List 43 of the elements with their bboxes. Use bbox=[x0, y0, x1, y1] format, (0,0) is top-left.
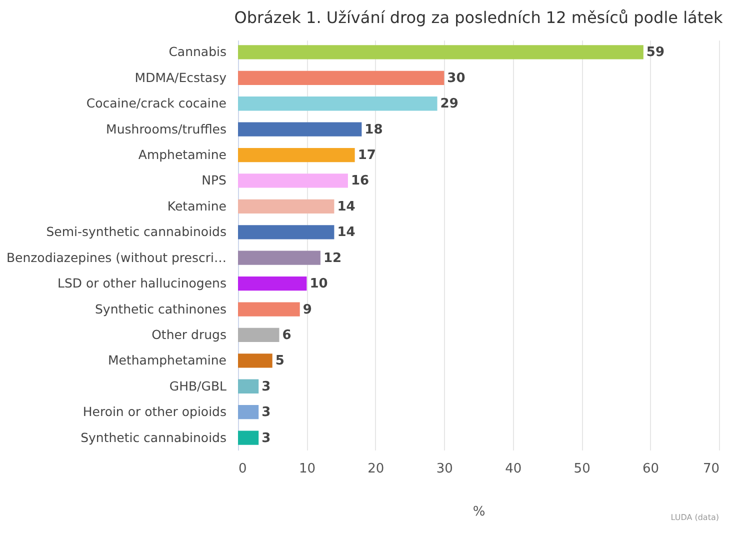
data-label: 12 bbox=[323, 250, 342, 266]
y-tick-label: Benzodiazepines (without prescri… bbox=[6, 250, 226, 265]
y-tick-label: Cocaine/crack cocaine bbox=[86, 96, 227, 111]
x-axis-title: % bbox=[472, 504, 486, 520]
y-tick-label: LSD or other hallucinogens bbox=[58, 276, 226, 291]
x-tick-label: 40 bbox=[505, 462, 522, 476]
y-tick-label: Mushrooms/truffles bbox=[106, 121, 226, 136]
x-tick-label: 60 bbox=[642, 462, 660, 476]
data-label: 29 bbox=[440, 96, 458, 112]
data-label: 3 bbox=[262, 405, 271, 420]
x-tick-label: 0 bbox=[238, 462, 247, 476]
data-label: 16 bbox=[350, 174, 370, 189]
data-label: 14 bbox=[337, 225, 356, 240]
data-label: 18 bbox=[364, 122, 383, 138]
y-tick-label: GHB/GBL bbox=[169, 378, 227, 394]
data-label: 9 bbox=[302, 302, 312, 318]
y-tick-label: Synthetic cathinones bbox=[94, 301, 226, 316]
data-label: 5 bbox=[275, 354, 284, 369]
x-tick-label: 50 bbox=[574, 462, 590, 476]
y-tick-label: Ketamine bbox=[167, 198, 227, 214]
y-tick-label: Other drugs bbox=[152, 326, 226, 342]
x-tick-label: 70 bbox=[702, 462, 720, 476]
y-tick-label: Amphetamine bbox=[138, 147, 227, 162]
y-tick-label: NPS bbox=[202, 172, 227, 188]
data-label: 10 bbox=[310, 276, 328, 292]
chart-title: Obrázek 1. Užívání drog za posledních 12 měsíců podle látek bbox=[234, 8, 724, 27]
x-tick-label: 30 bbox=[436, 462, 453, 476]
x-tick-label: 20 bbox=[368, 462, 384, 476]
data-label: 30 bbox=[447, 70, 466, 86]
data-label: 3 bbox=[262, 379, 271, 394]
y-tick-label: Methamphetamine bbox=[108, 352, 227, 368]
y-tick-label: Heroin or other opioids bbox=[82, 404, 226, 420]
text: LUDA (data) bbox=[670, 513, 719, 522]
data-label: 59 bbox=[646, 45, 665, 60]
y-tick-label: MDMA/Ecstasy bbox=[134, 70, 228, 85]
y-tick-label: Cannabis bbox=[168, 44, 226, 60]
data-label: 17 bbox=[358, 148, 376, 164]
y-tick-label: Semi-synthetic cannabinoids bbox=[46, 224, 226, 240]
data-label: 3 bbox=[262, 430, 271, 446]
data-label: 6 bbox=[282, 328, 292, 343]
y-tick-label: Synthetic cannabinoids bbox=[80, 430, 226, 445]
x-tick-label: 10 bbox=[298, 462, 316, 476]
data-label: 14 bbox=[337, 199, 356, 214]
